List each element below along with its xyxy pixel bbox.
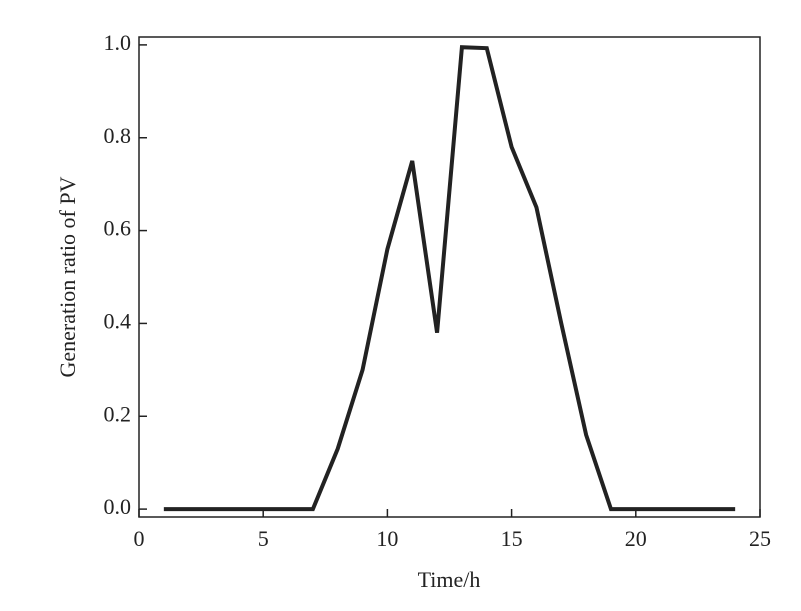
y-tick-label: 0.4 bbox=[104, 308, 132, 333]
y-tick-label: 0.0 bbox=[104, 494, 132, 519]
y-tick-label: 0.2 bbox=[104, 401, 132, 426]
x-tick-label: 15 bbox=[501, 526, 523, 551]
x-tick-label: 0 bbox=[134, 526, 145, 551]
y-tick-label: 1.0 bbox=[104, 30, 132, 55]
y-tick-label: 0.8 bbox=[104, 123, 132, 148]
x-tick-label: 20 bbox=[625, 526, 647, 551]
x-tick-label: 5 bbox=[258, 526, 269, 551]
x-tick-label: 10 bbox=[376, 526, 398, 551]
x-tick-label: 25 bbox=[749, 526, 771, 551]
y-tick-label: 0.6 bbox=[104, 216, 132, 241]
y-axis-title: Generation ratio of PV bbox=[55, 176, 80, 377]
data-line bbox=[163, 45, 736, 512]
plot-frame bbox=[138, 36, 761, 518]
x-axis-title: Time/h bbox=[418, 567, 481, 592]
